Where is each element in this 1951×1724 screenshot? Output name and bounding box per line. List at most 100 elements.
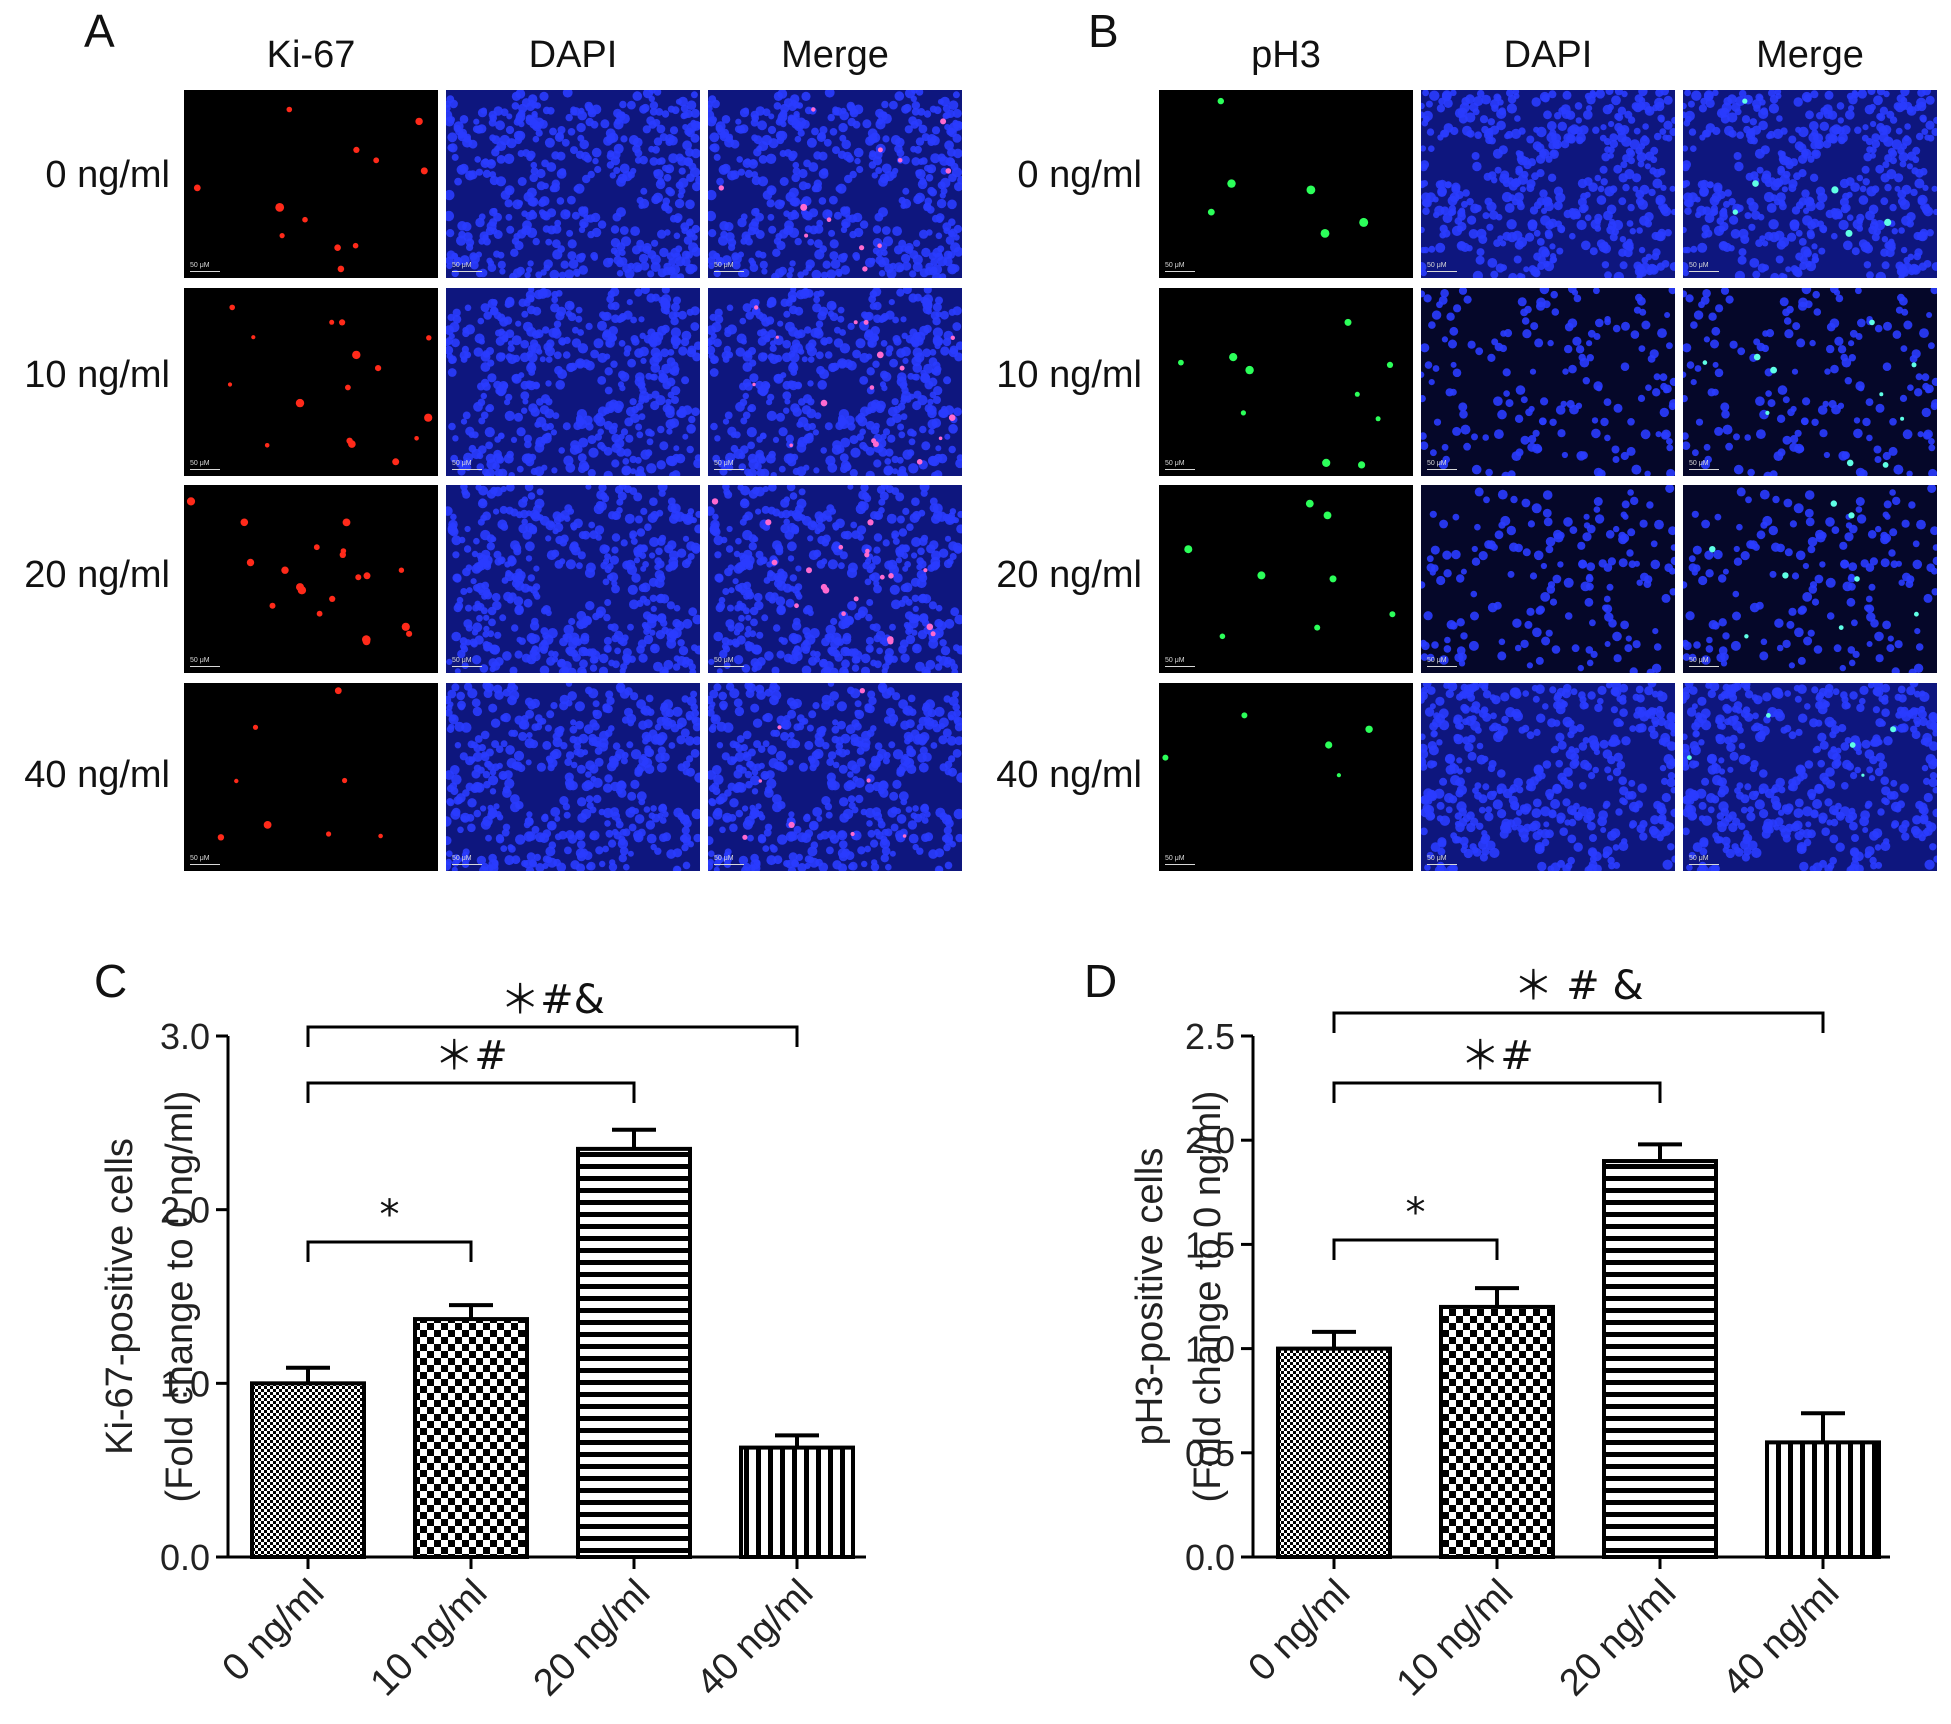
bar-20-ng-ml: [576, 1146, 692, 1559]
micrograph-b-marker-row0: 50 μM: [1159, 90, 1413, 278]
bar-10-ng-ml: [413, 1317, 529, 1559]
micrograph-a-marker-row0: 50 μM: [184, 90, 438, 278]
micrograph-b-marker-row1: 50 μM: [1159, 288, 1413, 476]
significance-label: ＊#: [1460, 1033, 1534, 1079]
micrograph-a-merge-row2: 50 μM: [708, 485, 962, 673]
row-label-a-0: 0 ng/ml: [45, 154, 170, 196]
scale-bar: 50 μM: [190, 657, 220, 667]
error-bar: [775, 1433, 819, 1448]
scale-bar: 50 μM: [1165, 460, 1195, 470]
column-header-merge-b: Merge: [1756, 34, 1864, 76]
significance-label: ＊ # &: [1513, 963, 1643, 1009]
y-axis-title-line2: (Fold change to 0 ng/ml): [159, 1091, 201, 1503]
row-label-a-40: 40 ng/ml: [24, 754, 170, 796]
bar-10-ng-ml: [1439, 1304, 1555, 1560]
row-label-a-10: 10 ng/ml: [24, 354, 170, 396]
significance-bracket: ＊#: [306, 1033, 636, 1103]
x-tick-label: 10 ng/ml: [1389, 1572, 1522, 1705]
scale-bar: 50 μM: [714, 657, 744, 667]
scale-bar: 50 μM: [1689, 262, 1719, 272]
micrograph-a-marker-row3: 50 μM: [184, 683, 438, 871]
error-bar: [1638, 1142, 1682, 1162]
y-axis-title-line1: pH3-positive cells: [1129, 1148, 1171, 1446]
column-header-ph3: pH3: [1251, 34, 1321, 76]
scale-bar: 50 μM: [452, 460, 482, 470]
micrograph-b-dapi-row3: 50 μM: [1421, 683, 1675, 871]
significance-bracket: ＊#&: [306, 977, 799, 1047]
row-label-b-10: 10 ng/ml: [996, 354, 1142, 396]
y-tick-label: 2.0: [1185, 1120, 1235, 1161]
scale-bar: 50 μM: [452, 657, 482, 667]
y-tick-label: 0.5: [1185, 1433, 1235, 1474]
y-tick-label: 2.0: [160, 1190, 210, 1231]
scale-bar: 50 μM: [452, 262, 482, 272]
micrograph-a-merge-row3: 50 μM: [708, 683, 962, 871]
micrograph-a-merge-row1: 50 μM: [708, 288, 962, 476]
scale-bar: 50 μM: [1689, 855, 1719, 865]
error-bar: [449, 1303, 493, 1320]
micrograph-b-dapi-row1: 50 μM: [1421, 288, 1675, 476]
significance-label: ＊#&: [500, 977, 605, 1023]
y-tick-label: 1.5: [1185, 1224, 1235, 1265]
scale-bar: 50 μM: [714, 855, 744, 865]
scale-bar: 50 μM: [1427, 855, 1457, 865]
error-bar: [1312, 1329, 1356, 1349]
scale-bar: 50 μM: [1165, 657, 1195, 667]
micrograph-b-marker-row3: 50 μM: [1159, 683, 1413, 871]
y-tick-label: 3.0: [160, 1016, 210, 1057]
scale-bar: 50 μM: [1689, 657, 1719, 667]
significance-label: ＊#: [434, 1033, 508, 1079]
significance-label: *: [380, 1192, 400, 1238]
scale-bar: 50 μM: [190, 460, 220, 470]
error-bar: [1801, 1411, 1845, 1443]
micrograph-b-merge-row2: 50 μM: [1683, 485, 1937, 673]
column-header-dapi-a: DAPI: [528, 34, 618, 76]
scale-bar: 50 μM: [452, 855, 482, 865]
bar-chart-ki67: 0.0 1.0 2.0 3.0 Ki-67-positive cells (Fold ch…: [99, 977, 866, 1704]
column-header-dapi-b: DAPI: [1503, 34, 1593, 76]
scale-bar: 50 μM: [1427, 262, 1457, 272]
scale-bar: 50 μM: [714, 460, 744, 470]
panel-label-d: D: [1084, 955, 1118, 1007]
micrograph-b-dapi-row2: 50 μM: [1421, 485, 1675, 673]
micrograph-a-merge-row0: 50 μM: [708, 90, 962, 278]
micrograph-b-merge-row0: 50 μM: [1683, 90, 1937, 278]
scale-bar: 50 μM: [1165, 262, 1195, 272]
panel-label-b: B: [1088, 5, 1119, 57]
row-label-a-20: 20 ng/ml: [24, 554, 170, 596]
scale-bar: 50 μM: [1427, 657, 1457, 667]
micrograph-a-dapi-row0: 50 μM: [446, 90, 700, 278]
x-tick-label: 40 ng/ml: [1715, 1572, 1848, 1705]
scale-bar: 50 μM: [190, 855, 220, 865]
micrograph-a-marker-row1: 50 μM: [184, 288, 438, 476]
micrograph-b-dapi-row0: 50 μM: [1421, 90, 1675, 278]
column-header-ki67: Ki-67: [266, 34, 356, 76]
micrograph-a-dapi-row1: 50 μM: [446, 288, 700, 476]
column-header-merge-a: Merge: [781, 34, 889, 76]
micrograph-a-dapi-row2: 50 μM: [446, 485, 700, 673]
scale-bar: 50 μM: [1165, 855, 1195, 865]
scale-bar: 50 μM: [714, 262, 744, 272]
row-label-b-40: 40 ng/ml: [996, 754, 1142, 796]
micrograph-a-dapi-row3: 50 μM: [446, 683, 700, 871]
error-bar: [1475, 1286, 1519, 1307]
y-tick-label: 0.0: [160, 1537, 210, 1578]
bar-40-ng-ml: [1765, 1440, 1881, 1560]
y-tick-label: 1.0: [160, 1363, 210, 1404]
error-bar: [286, 1365, 330, 1384]
y-axis-title-line2: (Fold change to 0 ng/ml): [1187, 1091, 1229, 1503]
bar-20-ng-ml: [1602, 1159, 1718, 1560]
y-tick-label: 0.0: [1185, 1537, 1235, 1578]
x-tick-label: 0 ng/ml: [1241, 1572, 1359, 1690]
scale-bar: 50 μM: [190, 262, 220, 272]
micrograph-b-marker-row2: 50 μM: [1159, 485, 1413, 673]
micrograph-b-merge-row1: 50 μM: [1683, 288, 1937, 476]
significance-bracket: *: [1332, 1190, 1499, 1260]
scale-bar: 50 μM: [1689, 460, 1719, 470]
significance-bracket: ＊ # &: [1332, 963, 1825, 1033]
bar-0-ng-ml: [1276, 1346, 1392, 1559]
significance-bracket: *: [306, 1192, 473, 1262]
x-tick-label: 20 ng/ml: [1552, 1572, 1685, 1705]
row-label-b-0: 0 ng/ml: [1017, 154, 1142, 196]
